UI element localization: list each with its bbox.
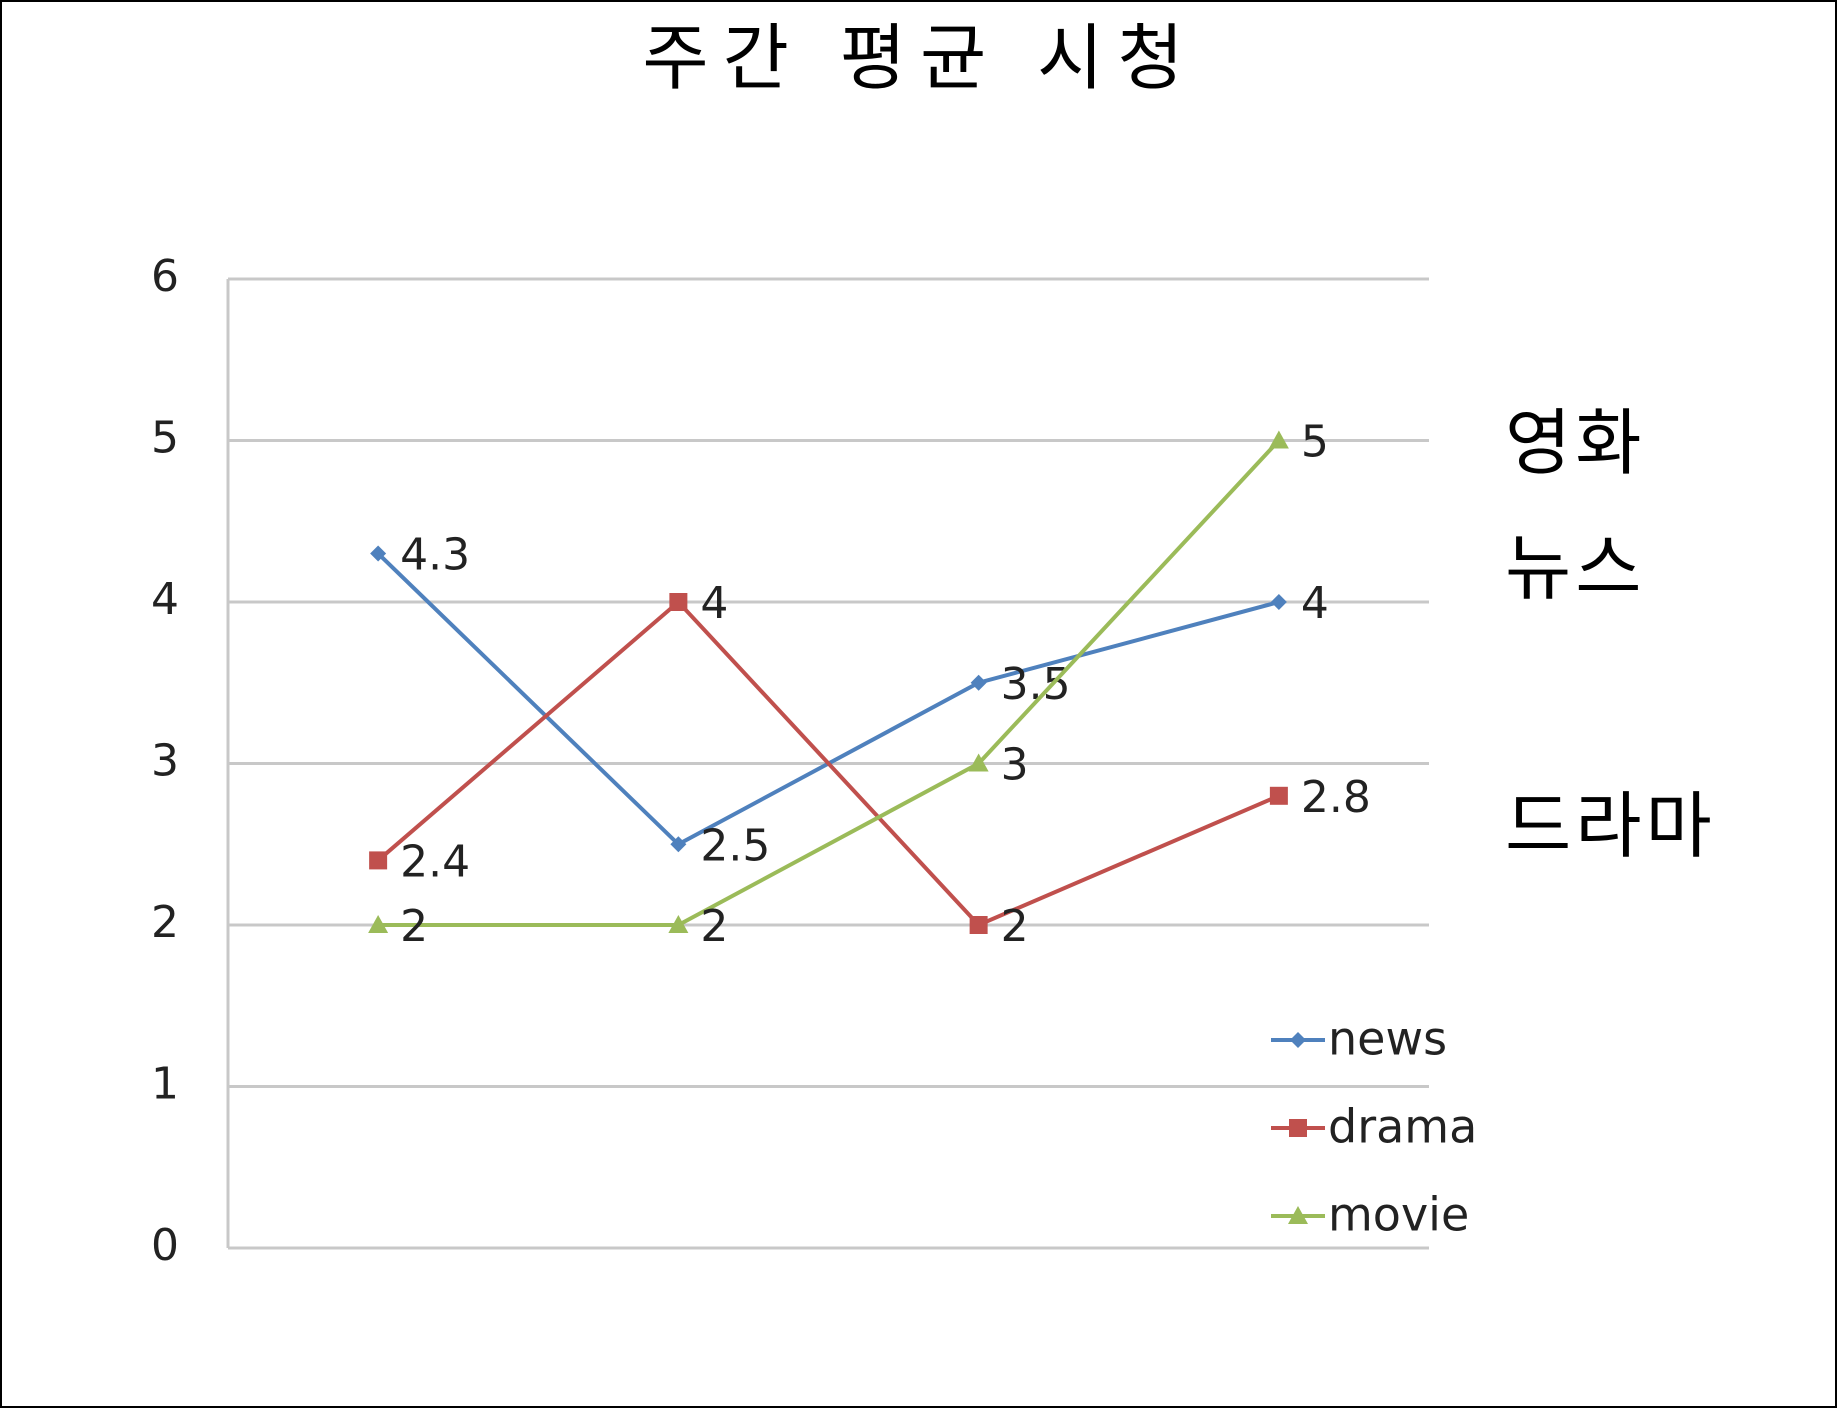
data-point	[670, 836, 687, 853]
legend-label: drama	[1328, 1100, 1477, 1154]
data-label: 4	[700, 578, 728, 629]
y-tick-label: 3	[151, 736, 179, 787]
legend-marker	[1289, 1119, 1307, 1137]
y-tick-label: 1	[151, 1059, 179, 1110]
y-tick-label: 4	[151, 574, 179, 625]
chart-title: 주간 평균 시청	[642, 16, 1197, 100]
data-label: 2	[1001, 901, 1029, 952]
data-point	[370, 545, 387, 562]
data-label: 4	[1301, 578, 1329, 629]
data-label: 3	[1001, 740, 1029, 791]
data-label: 2.5	[700, 820, 770, 871]
legend-label: news	[1328, 1012, 1447, 1066]
data-point	[1268, 430, 1289, 449]
data-point	[1269, 786, 1288, 805]
annotation: 드라마	[1505, 784, 1716, 868]
y-tick-label: 5	[151, 413, 179, 464]
y-tick-label: 0	[151, 1220, 179, 1271]
data-point	[970, 674, 987, 691]
data-label: 2.8	[1301, 772, 1371, 823]
data-label: 2	[700, 901, 728, 952]
annotation: 영화	[1505, 401, 1645, 485]
data-point	[368, 915, 389, 933]
data-label: 5	[1301, 417, 1329, 468]
data-point	[1270, 594, 1287, 610]
legend-marker	[1288, 1206, 1308, 1224]
y-tick-label: 2	[151, 897, 179, 948]
data-point	[968, 753, 989, 772]
legend-marker	[1290, 1032, 1306, 1048]
data-point	[369, 851, 388, 870]
data-label: 4.3	[400, 530, 470, 581]
data-point	[669, 593, 688, 611]
annotation: 뉴스	[1505, 526, 1645, 610]
y-tick-label: 6	[151, 251, 179, 302]
data-label: 2.4	[400, 836, 470, 887]
series-line	[378, 439, 1281, 927]
series-line	[376, 599, 1280, 928]
data-point	[668, 915, 689, 933]
data-label: 2	[400, 901, 428, 952]
legend-label: movie	[1328, 1188, 1469, 1242]
data-point	[969, 916, 988, 934]
